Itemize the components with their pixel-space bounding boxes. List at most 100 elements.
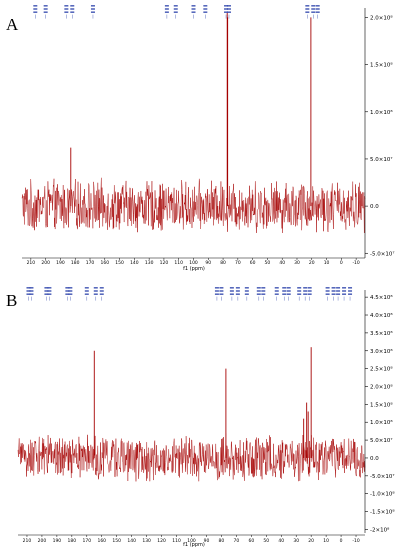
peak-label-glyph [235, 290, 240, 292]
peak-label-glyph [229, 287, 234, 289]
x-tick-label: 0 [340, 260, 343, 266]
x-tick-label: 210 [27, 260, 36, 266]
x-tick-label: 160 [100, 260, 109, 266]
y-tick-label: 1.5×10⁸ [370, 62, 393, 69]
peak-label-group [331, 287, 336, 301]
peak-label-glyph [164, 5, 169, 7]
peak-label-glyph [90, 8, 95, 10]
y-tick-label: 2.0×10⁸ [370, 383, 393, 390]
x-tick-label: -10 [352, 538, 359, 544]
peak-label-group [235, 287, 240, 301]
peak-label-glyph [173, 11, 178, 13]
x-tick-label: 130 [145, 260, 154, 266]
peak-label-glyph [235, 293, 240, 295]
peak-label-group [315, 5, 320, 19]
x-tick-label: 180 [68, 538, 77, 544]
peak-label-glyph [44, 287, 49, 289]
y-tick-label: 1.5×10⁸ [370, 401, 393, 408]
peak-label-glyph [224, 5, 229, 7]
peak-label-glyph [297, 290, 302, 292]
peak-label-glyph [311, 5, 316, 7]
peak-label-groups [26, 287, 353, 301]
peak-label-glyph [173, 8, 178, 10]
peak-label-group [311, 5, 316, 19]
peak-label-group [65, 287, 70, 301]
peak-label-group [191, 5, 196, 19]
x-tick-label: 190 [56, 260, 65, 266]
peak-label-glyph [47, 290, 52, 292]
peak-label-glyph [336, 287, 341, 289]
x-tick-label: 130 [142, 538, 151, 544]
peak-label-group [274, 287, 279, 301]
peak-label-glyph [286, 290, 291, 292]
panel-label: B [6, 291, 17, 310]
peak-label-glyph [68, 287, 73, 289]
x-tick-label: 40 [278, 538, 284, 544]
peak-label-group [68, 287, 73, 301]
peak-label-glyph [173, 5, 178, 7]
peak-label-glyph [191, 8, 196, 10]
peak-label-group [348, 287, 353, 301]
peak-lines [70, 12, 312, 207]
x-tick-label: 120 [160, 260, 169, 266]
peak-label-glyph [214, 287, 219, 289]
y-tick-label: 4.5×10⁸ [370, 294, 393, 301]
peak-label-glyph [325, 293, 330, 295]
peak-label-group [70, 5, 75, 19]
peak-label-glyph [331, 287, 336, 289]
peak-label-glyph [203, 8, 208, 10]
peak-label-glyph [93, 287, 98, 289]
y-tick-label: 2.5×10⁸ [370, 366, 393, 373]
x-tick-label: 190 [53, 538, 62, 544]
x-tick-label: 170 [86, 260, 95, 266]
x-tick-label: 110 [172, 538, 181, 544]
peak-label-glyph [244, 287, 249, 289]
peak-label-glyph [191, 11, 196, 13]
peak-label-glyph [93, 293, 98, 295]
peak-label-glyph [303, 290, 308, 292]
peak-label-glyph [226, 5, 231, 7]
peak-label-glyph [47, 293, 52, 295]
x-tick-label: 90 [204, 538, 210, 544]
x-tick-label: 20 [309, 260, 315, 266]
peak-label-glyph [274, 287, 279, 289]
x-tick-label: 10 [323, 538, 329, 544]
y-tick-label: 2.0×10⁸ [370, 14, 393, 21]
peak-label-glyph [305, 5, 310, 7]
peak-label-glyph [336, 293, 341, 295]
y-tick-label: -1.0×10⁸ [370, 491, 395, 498]
peak-label-glyph [33, 5, 38, 7]
x-tick-label: 50 [263, 538, 269, 544]
x-tick-label: 20 [308, 538, 314, 544]
x-tick-label: 70 [235, 260, 241, 266]
peak-label-glyph [64, 5, 69, 7]
y-tick-label: -2×10⁸ [370, 526, 390, 533]
peak-label-glyph [68, 293, 73, 295]
peak-label-glyph [26, 293, 31, 295]
peak-label-glyph [99, 290, 104, 292]
x-axis-title: f1 (ppm) [183, 266, 205, 272]
x-tick-label: 200 [41, 260, 50, 266]
peak-label-glyph [325, 287, 330, 289]
peak-label-glyph [43, 5, 48, 7]
peak-label-glyph [99, 293, 104, 295]
x-tick-label: 60 [248, 538, 254, 544]
peak-label-group [99, 287, 104, 301]
peak-label-group [26, 287, 31, 301]
peak-label-group [342, 287, 347, 301]
peak-label-glyph [65, 287, 70, 289]
peak-label-group [93, 287, 98, 301]
peak-label-glyph [229, 290, 234, 292]
x-tick-label: -10 [352, 260, 359, 266]
peak-label-glyph [342, 290, 347, 292]
x-tick-label: 80 [220, 260, 226, 266]
y-tick-label: -1.5×10⁸ [370, 509, 395, 516]
peak-label-glyph [282, 287, 287, 289]
peak-label-glyph [226, 11, 231, 13]
peak-label-group [43, 5, 48, 19]
peak-label-glyph [70, 11, 75, 13]
peak-label-glyph [261, 293, 266, 295]
peak-label-glyph [65, 290, 70, 292]
x-tick-label: 100 [189, 260, 198, 266]
peak-lines [93, 347, 312, 458]
